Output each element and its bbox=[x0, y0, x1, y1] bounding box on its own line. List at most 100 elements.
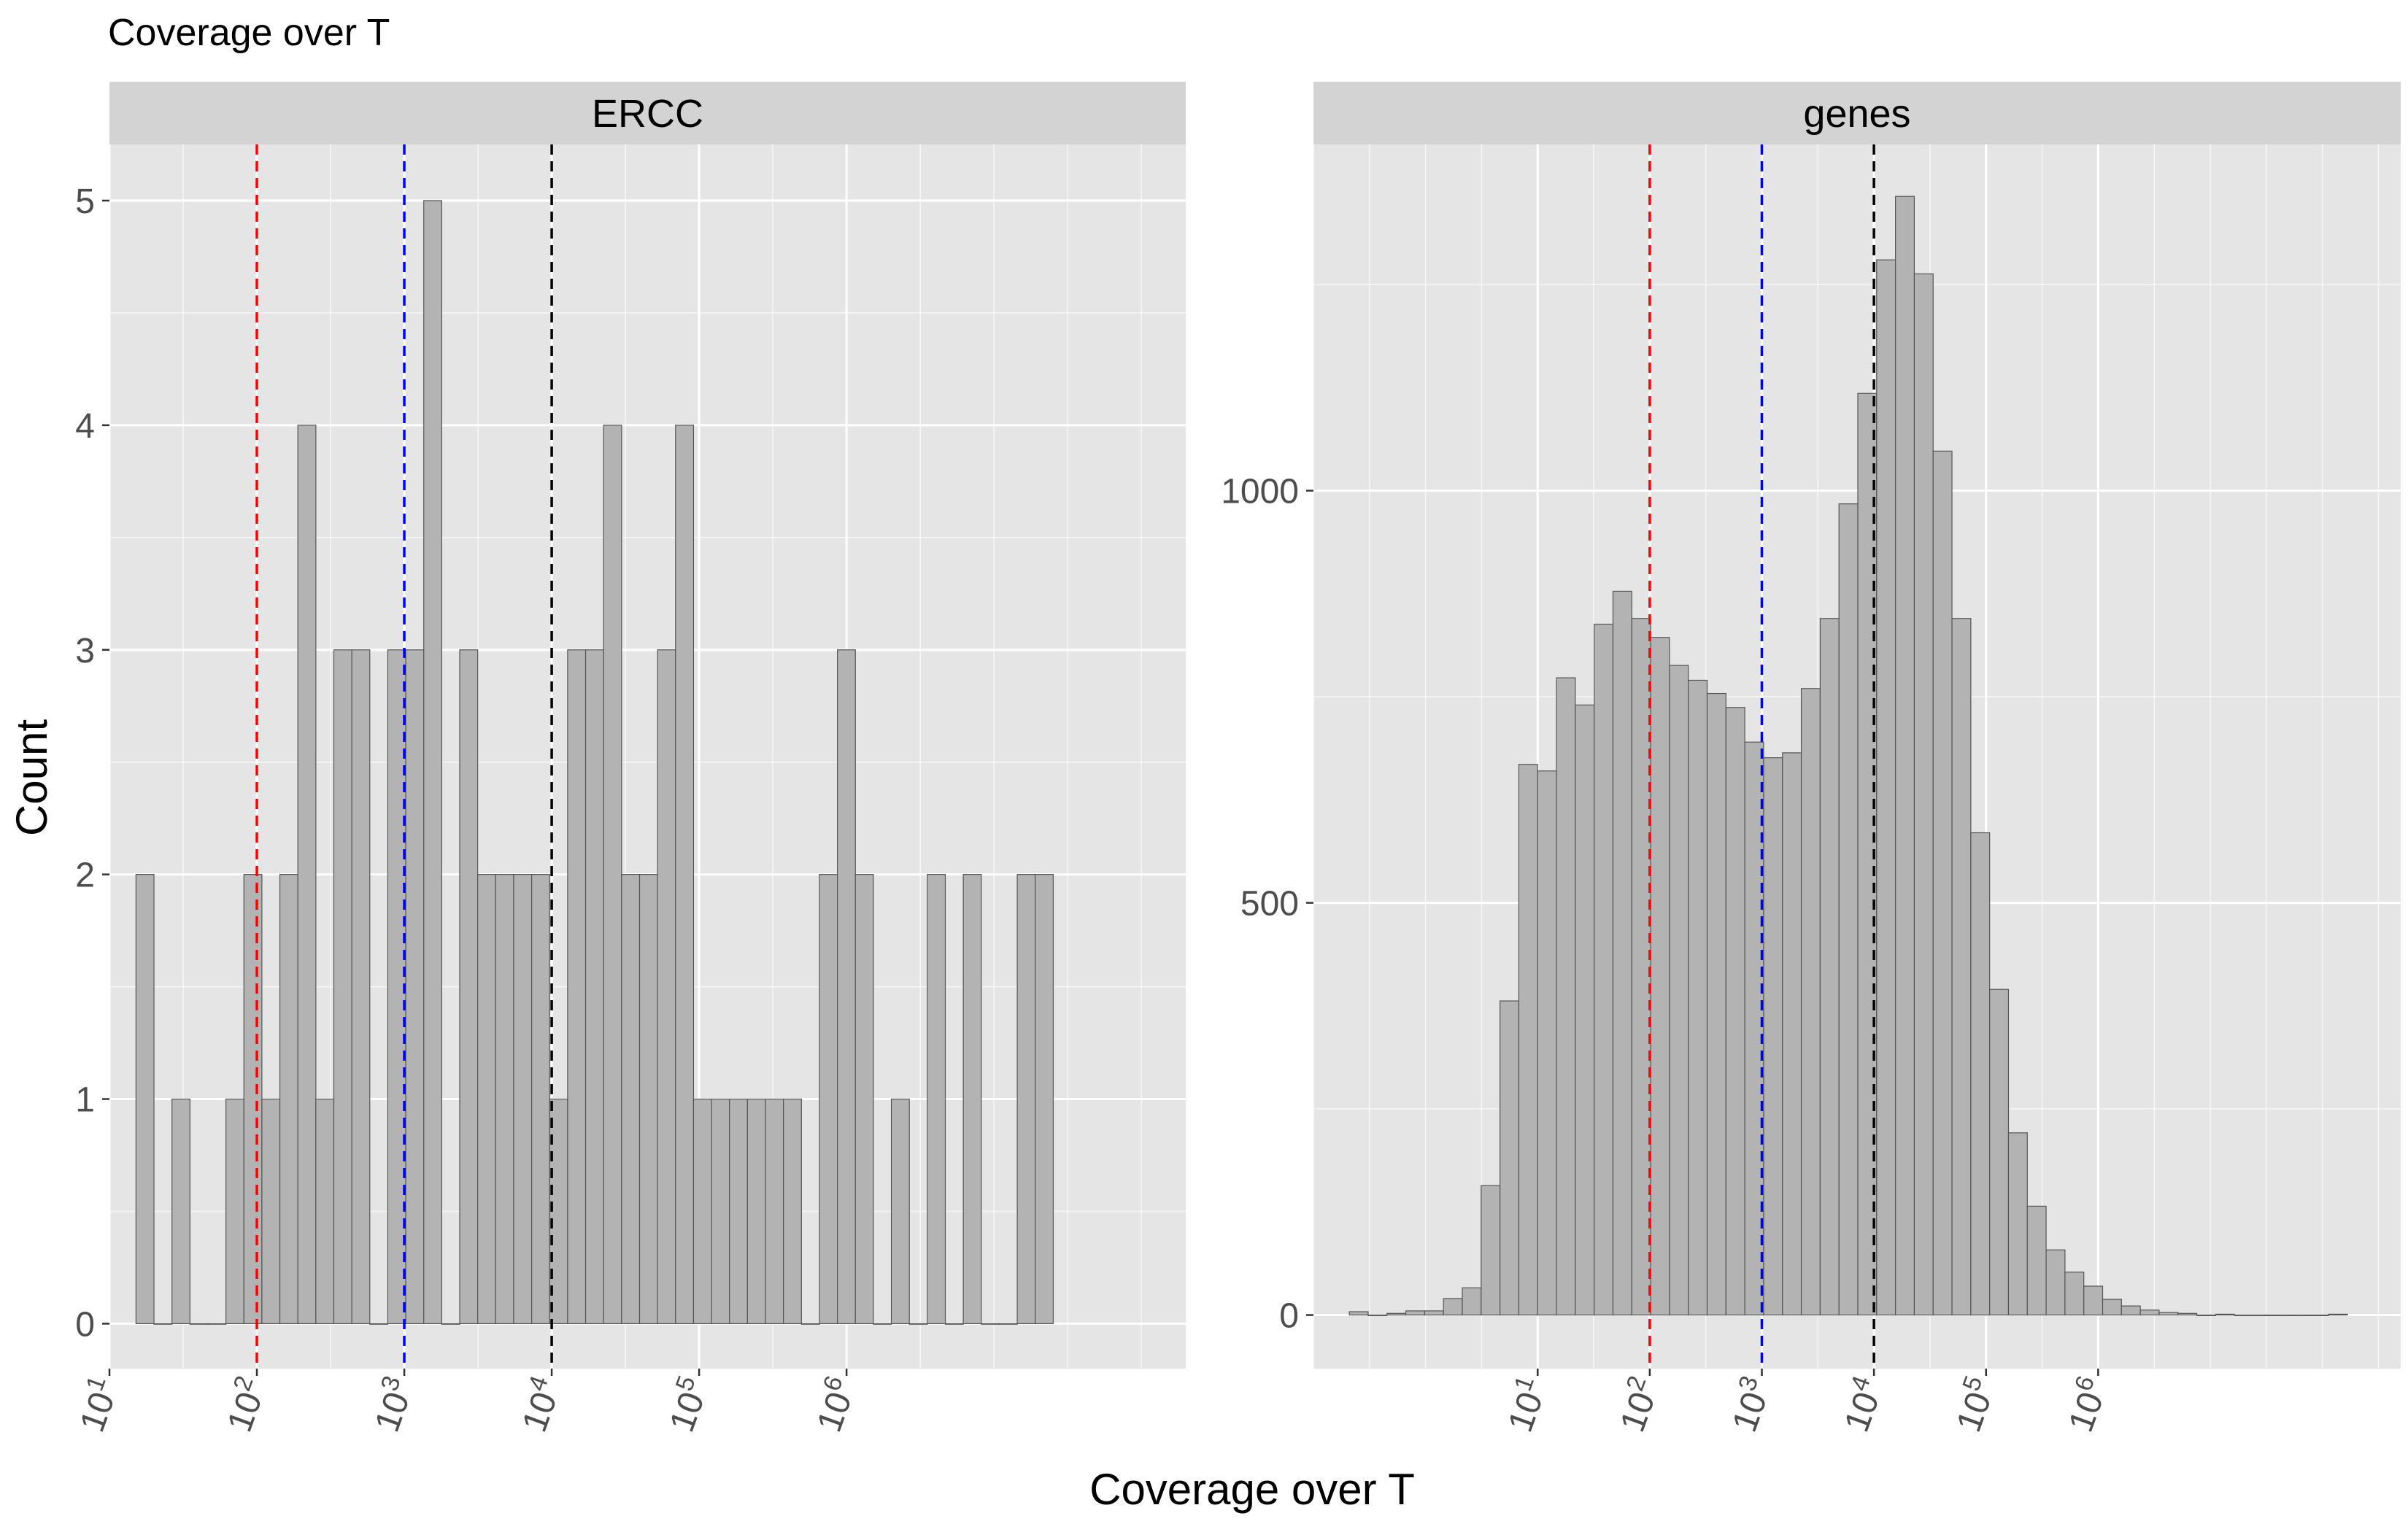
histogram-bar bbox=[2026, 1205, 2047, 1316]
histogram-bar bbox=[2102, 1299, 2122, 1316]
histogram-bar bbox=[2120, 1305, 2141, 1316]
histogram-bar bbox=[1782, 752, 1802, 1316]
histogram-bar bbox=[638, 874, 658, 1325]
histogram-bar bbox=[1424, 1310, 1444, 1316]
histogram-bar bbox=[1443, 1298, 1463, 1316]
histogram-bar bbox=[1913, 273, 1934, 1316]
histogram-bar bbox=[819, 874, 838, 1325]
histogram-bar bbox=[387, 649, 406, 1325]
histogram-bar bbox=[1481, 1185, 1501, 1316]
histogram-bar bbox=[1970, 832, 1991, 1316]
histogram-bar bbox=[1800, 688, 1821, 1316]
facet-strip-label: genes bbox=[1803, 92, 1910, 136]
histogram-bar bbox=[621, 874, 641, 1325]
histogram-bar bbox=[783, 1098, 802, 1325]
histogram-bar bbox=[135, 874, 155, 1325]
histogram-bar bbox=[998, 1323, 1018, 1325]
histogram-bar bbox=[1537, 770, 1557, 1316]
histogram-bar bbox=[189, 1323, 209, 1325]
facet-strip bbox=[109, 82, 1186, 144]
histogram-bar bbox=[171, 1098, 190, 1325]
histogram-bar bbox=[333, 649, 352, 1325]
histogram-bar bbox=[2177, 1312, 2198, 1316]
histogram-bar bbox=[297, 425, 317, 1325]
histogram-bar bbox=[1386, 1312, 1407, 1316]
y-tick-label: 1 bbox=[75, 1081, 95, 1120]
histogram-bar bbox=[2158, 1312, 2179, 1316]
y-tick-label: 500 bbox=[1240, 885, 1299, 924]
histogram-bar bbox=[153, 1323, 173, 1325]
facet-strip-label: ERCC bbox=[592, 92, 703, 136]
histogram-bar bbox=[2234, 1314, 2254, 1316]
histogram-bar bbox=[207, 1323, 227, 1325]
histogram-bar bbox=[711, 1098, 730, 1325]
histogram-bar bbox=[2196, 1314, 2216, 1316]
histogram-bar bbox=[1932, 450, 1953, 1316]
histogram-bar bbox=[584, 649, 604, 1325]
histogram-bar bbox=[837, 649, 856, 1325]
histogram-bar bbox=[423, 200, 442, 1325]
y-tick-label: 3 bbox=[75, 632, 95, 670]
histogram-bar bbox=[567, 649, 587, 1325]
y-tick-label: 2 bbox=[75, 856, 95, 895]
histogram-bar bbox=[1556, 677, 1576, 1316]
histogram-bar bbox=[279, 874, 298, 1325]
histogram-bar bbox=[2064, 1272, 2085, 1316]
histogram-bar bbox=[2045, 1249, 2066, 1316]
y-axis-title: Count bbox=[7, 719, 56, 836]
histogram-bar bbox=[908, 1323, 928, 1325]
histogram-bar bbox=[765, 1098, 784, 1325]
histogram-bar bbox=[873, 1323, 892, 1325]
histogram-bar bbox=[746, 1098, 766, 1325]
facet-strip bbox=[1313, 82, 2401, 144]
histogram-bar bbox=[944, 1323, 964, 1325]
histogram-bar bbox=[1725, 707, 1745, 1316]
histogram-bar bbox=[2253, 1314, 2273, 1316]
histogram-bar bbox=[1951, 618, 1972, 1316]
y-tick-label: 0 bbox=[75, 1305, 95, 1344]
histogram-bar bbox=[657, 649, 676, 1325]
histogram-bar bbox=[495, 874, 514, 1325]
histogram-bar bbox=[2309, 1314, 2329, 1316]
histogram-bar bbox=[2139, 1309, 2160, 1316]
histogram-bar bbox=[2215, 1313, 2235, 1316]
histogram-bar bbox=[1989, 989, 2010, 1316]
y-tick-label: 4 bbox=[75, 407, 95, 446]
histogram-bar bbox=[477, 874, 496, 1325]
histogram-bar bbox=[459, 649, 479, 1325]
histogram-bar bbox=[531, 874, 550, 1325]
histogram-bar bbox=[1706, 692, 1726, 1316]
histogram-bar bbox=[2291, 1314, 2311, 1316]
histogram-bar bbox=[1348, 1311, 1369, 1316]
histogram-bar bbox=[243, 874, 263, 1325]
y-tick-label: 0 bbox=[1279, 1297, 1299, 1336]
histogram-bar bbox=[2328, 1313, 2348, 1316]
histogram-bar bbox=[1744, 741, 1764, 1316]
histogram-bar bbox=[1819, 618, 1840, 1316]
histogram-bar bbox=[1650, 637, 1670, 1316]
histogram-bar bbox=[1367, 1314, 1388, 1316]
histogram-bar bbox=[1594, 624, 1614, 1316]
histogram-bar bbox=[2007, 1132, 2028, 1316]
histogram-bar bbox=[261, 1098, 281, 1325]
histogram-bar bbox=[890, 1098, 910, 1325]
histogram-bar bbox=[225, 1098, 244, 1325]
histogram-bar bbox=[1518, 764, 1538, 1316]
y-tick-label: 1000 bbox=[1221, 473, 1299, 511]
histogram-bar bbox=[351, 649, 371, 1325]
histogram-bar bbox=[729, 1098, 748, 1325]
histogram-bar bbox=[2083, 1285, 2104, 1316]
histogram-bar bbox=[962, 874, 982, 1325]
histogram-bar bbox=[2272, 1314, 2292, 1316]
histogram-bar bbox=[441, 1323, 460, 1325]
histogram-bar bbox=[927, 874, 946, 1325]
y-tick-label: 5 bbox=[75, 182, 95, 221]
histogram-bar bbox=[1895, 196, 1915, 1316]
histogram-bar bbox=[369, 1323, 389, 1325]
histogram-bar bbox=[405, 649, 425, 1325]
histogram-bar bbox=[1763, 757, 1783, 1316]
figure-title: Coverage over T bbox=[108, 12, 390, 54]
histogram-bar bbox=[315, 1098, 335, 1325]
